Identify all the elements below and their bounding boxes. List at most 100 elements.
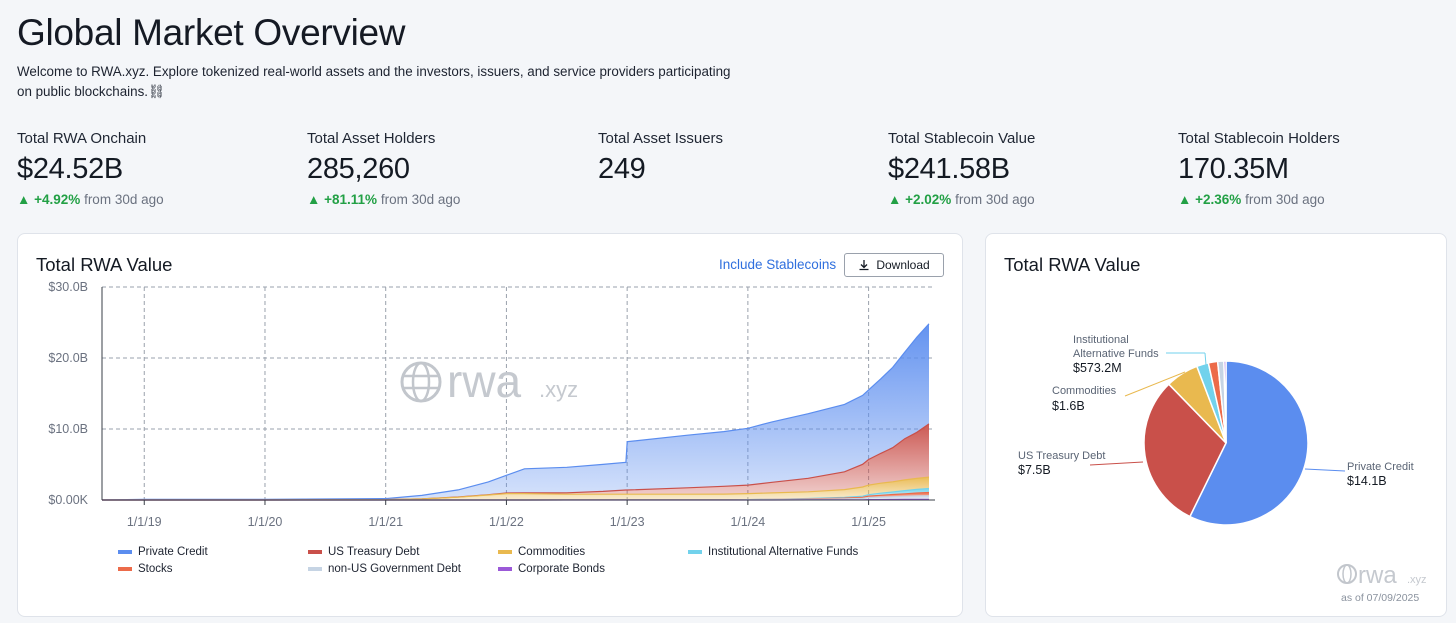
stat-total-asset-holders: Total Asset Holders 285,260 ▲ +81.11% fr… — [307, 130, 460, 207]
legend-label: Corporate Bonds — [518, 563, 605, 575]
up-arrow-icon: ▲ — [1178, 192, 1196, 207]
stat-value: 249 — [598, 153, 646, 185]
pie-label-alt-funds-line2: Alternative Funds — [1073, 348, 1159, 360]
legend-swatch — [498, 550, 512, 554]
legend-label: US Treasury Debt — [328, 546, 420, 558]
x-tick-label: 1/1/19 — [127, 515, 162, 529]
stat-change: ▲ +2.36% from 30d ago — [1178, 192, 1340, 207]
legend-swatch — [308, 567, 322, 571]
area-private-credit — [102, 323, 929, 500]
area-chart-title: Total RWA Value — [36, 254, 173, 275]
pie-slices — [1143, 360, 1309, 526]
download-button[interactable]: Download — [844, 253, 944, 277]
legend-item-non-us-government-debt[interactable]: non-US Government Debt — [308, 563, 461, 575]
stat-change-percent: +2.02% — [905, 192, 952, 207]
stat-change-suffix: from 30d ago — [380, 192, 461, 207]
up-arrow-icon: ▲ — [888, 192, 906, 207]
leader-line-private-credit — [1304, 468, 1346, 472]
pie-watermark-text: rwa — [1358, 562, 1397, 589]
chart-axes: $0.00K $10.0B $20.0B $30.0B 1/1/19 1/1/20 1/1/… — [48, 280, 935, 529]
pie-value-alt-funds: $573.2M — [1073, 361, 1122, 375]
legend-label: Stocks — [138, 563, 173, 575]
up-arrow-icon: ▲ — [17, 192, 35, 207]
pie-value-commodities: $1.6B — [1052, 399, 1085, 413]
y-tick-label: $0.00K — [48, 493, 88, 507]
legend-swatch — [688, 550, 702, 554]
leader-line-us-treasury — [1089, 461, 1144, 466]
pie-labels: Private Credit $14.1B US Treasury Debt $… — [1018, 334, 1414, 488]
legend-item-institutional-alternative-funds[interactable]: Institutional Alternative Funds — [688, 546, 858, 558]
as-of-date: as of 07/09/2025 — [1341, 592, 1419, 604]
stat-label: Total Asset Issuers — [598, 130, 724, 147]
pie-label-alt-funds-line1: Institutional — [1073, 334, 1129, 346]
stat-change-suffix: from 30d ago — [955, 192, 1035, 207]
pie-slice-private-credit — [1188, 360, 1309, 526]
pie-value-us-treasury: $7.5B — [1018, 463, 1051, 477]
stat-total-asset-issuers: Total Asset Issuers 249 — [598, 130, 723, 186]
pie-watermark: rwa .xyz — [1337, 562, 1427, 589]
stat-change-suffix: from 30d ago — [84, 192, 164, 207]
stat-label: Total Asset Holders — [307, 130, 436, 147]
stat-value: 170.35M — [1178, 153, 1289, 185]
pie-label-commodities: Commodities — [1052, 385, 1117, 397]
stat-total-stablecoin-holders: Total Stablecoin Holders 170.35M ▲ +2.36… — [1178, 130, 1340, 207]
line-private-credit — [101, 323, 930, 501]
pie-label-us-treasury: US Treasury Debt — [1018, 450, 1105, 462]
x-tick-label: 1/1/20 — [248, 515, 283, 529]
stat-label: Total RWA Onchain — [17, 130, 147, 147]
legend-item-corporate-bonds[interactable]: Corporate Bonds — [498, 563, 605, 575]
stat-change-percent: +4.92% — [34, 192, 81, 207]
stat-change: ▲ +81.11% from 30d ago — [307, 192, 460, 207]
pie-label-private-credit: Private Credit — [1347, 461, 1414, 473]
up-arrow-icon: ▲ — [307, 192, 325, 207]
page-intro: Welcome to RWA.xyz. Explore tokenized re… — [17, 64, 731, 99]
stat-value: $24.52B — [17, 153, 123, 185]
pie-chart-title: Total RWA Value — [1004, 254, 1141, 275]
stat-total-stablecoin-value: Total Stablecoin Value $241.58B ▲ +2.02%… — [888, 130, 1035, 207]
area-series — [101, 323, 930, 501]
stat-change-suffix: from 30d ago — [1245, 192, 1325, 207]
legend-label: non-US Government Debt — [328, 563, 461, 575]
download-icon — [859, 260, 869, 271]
y-tick-label: $30.0B — [48, 280, 88, 294]
include-stablecoins-toggle[interactable]: Include Stablecoins — [719, 257, 837, 272]
legend-item-private-credit[interactable]: Private Credit — [118, 546, 208, 558]
stat-change-percent: +81.11% — [324, 192, 378, 207]
leader-line-commodities — [1124, 371, 1186, 397]
x-tick-label: 1/1/23 — [610, 515, 645, 529]
stat-label: Total Stablecoin Holders — [1178, 130, 1340, 147]
legend-swatch — [308, 550, 322, 554]
stat-total-rwa-onchain: Total RWA Onchain $24.52B ▲ +4.92% from … — [17, 130, 164, 207]
stat-change: ▲ +4.92% from 30d ago — [17, 192, 164, 207]
stat-value: $241.58B — [888, 153, 1010, 185]
y-tick-label: $20.0B — [48, 351, 88, 365]
watermark-text: rwa — [447, 355, 522, 407]
area-chart: rwa .xyz $0.00K $10.0B $20.0B $30.0B 1/1/19 1… — [48, 280, 935, 529]
pie-watermark-suffix: .xyz — [1407, 574, 1427, 586]
stat-label: Total Stablecoin Value — [888, 130, 1036, 147]
legend-label: Institutional Alternative Funds — [708, 546, 859, 558]
legend-item-us-treasury-debt[interactable]: US Treasury Debt — [308, 546, 419, 558]
stat-value: 285,260 — [307, 153, 410, 185]
legend-item-stocks[interactable]: Stocks — [118, 563, 173, 575]
x-tick-label: 1/1/22 — [489, 515, 524, 529]
pie-chart: Private Credit $14.1B US Treasury Debt $… — [1018, 334, 1427, 604]
legend-swatch — [118, 550, 132, 554]
x-tick-label: 1/1/25 — [851, 515, 886, 529]
watermark-suffix: .xyz — [539, 377, 578, 402]
legend-swatch — [118, 567, 132, 571]
leader-line-alt-funds — [1204, 352, 1207, 366]
page-title: Global Market Overview — [17, 12, 406, 53]
legend-item-commodities[interactable]: Commodities — [498, 546, 585, 558]
pie-value-private-credit: $14.1B — [1347, 474, 1387, 488]
rwa-watermark: rwa .xyz — [400, 355, 578, 407]
pie-slice-us-treasury-debt — [1143, 383, 1227, 518]
x-tick-label: 1/1/21 — [368, 515, 403, 529]
line-commodities — [102, 476, 930, 501]
y-tick-label: $10.0B — [48, 422, 88, 436]
stat-change: ▲ +2.02% from 30d ago — [888, 192, 1035, 207]
legend-label: Private Credit — [138, 546, 208, 558]
legend-swatch — [498, 567, 512, 571]
legend-label: Commodities — [518, 546, 586, 558]
pie-slice-corporate-bonds — [1223, 360, 1227, 444]
